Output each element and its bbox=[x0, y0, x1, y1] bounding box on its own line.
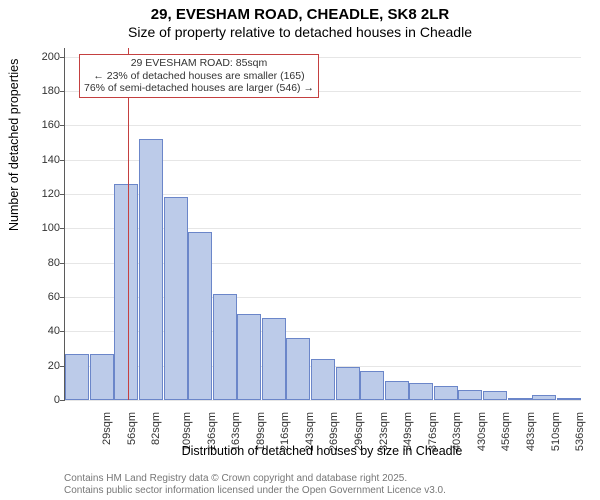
histogram-bar bbox=[188, 232, 212, 400]
y-tick-mark bbox=[60, 160, 65, 161]
y-tick-mark bbox=[60, 297, 65, 298]
y-tick-label: 80 bbox=[20, 257, 60, 269]
histogram-bar bbox=[286, 338, 310, 400]
plot-area: 29 EVESHAM ROAD: 85sqm ← 23% of detached… bbox=[64, 48, 581, 401]
histogram-bar bbox=[458, 390, 482, 400]
chart-subtitle: Size of property relative to detached ho… bbox=[0, 24, 600, 40]
histogram-bar bbox=[409, 383, 433, 400]
annotation-line-1: 29 EVESHAM ROAD: 85sqm bbox=[84, 57, 314, 70]
annotation-line-2: ← 23% of detached houses are smaller (16… bbox=[84, 70, 314, 83]
y-tick-mark bbox=[60, 57, 65, 58]
histogram-bar bbox=[557, 398, 581, 400]
y-tick-label: 20 bbox=[20, 360, 60, 372]
y-tick-label: 60 bbox=[20, 291, 60, 303]
histogram-bar bbox=[360, 371, 384, 400]
y-tick-label: 160 bbox=[20, 119, 60, 131]
y-tick-label: 200 bbox=[20, 51, 60, 63]
footer-attribution: Contains HM Land Registry data © Crown c… bbox=[64, 473, 446, 496]
annotation-line-3: 76% of semi-detached houses are larger (… bbox=[84, 82, 314, 95]
y-tick-label: 40 bbox=[20, 325, 60, 337]
y-axis-title: Number of detached properties bbox=[7, 59, 21, 231]
x-tick-label: 82sqm bbox=[150, 412, 162, 445]
reference-line bbox=[128, 48, 129, 400]
chart-title: 29, EVESHAM ROAD, CHEADLE, SK8 2LR bbox=[0, 6, 600, 23]
x-tick-label: 56sqm bbox=[126, 412, 138, 445]
y-tick-label: 180 bbox=[20, 85, 60, 97]
y-tick-mark bbox=[60, 400, 65, 401]
histogram-bar bbox=[164, 197, 188, 400]
y-tick-label: 120 bbox=[20, 188, 60, 200]
grid-line bbox=[65, 125, 581, 126]
y-tick-label: 100 bbox=[20, 222, 60, 234]
histogram-bar bbox=[90, 354, 114, 400]
histogram-bar bbox=[483, 391, 507, 400]
y-tick-mark bbox=[60, 228, 65, 229]
y-tick-label: 140 bbox=[20, 154, 60, 166]
y-tick-mark bbox=[60, 125, 65, 126]
footer-line-2: Contains public sector information licen… bbox=[64, 485, 446, 497]
histogram-bar bbox=[262, 318, 286, 400]
histogram-bar bbox=[311, 359, 335, 400]
footer-line-1: Contains HM Land Registry data © Crown c… bbox=[64, 473, 446, 485]
histogram-bar bbox=[65, 354, 89, 400]
histogram-bar bbox=[532, 395, 556, 400]
chart-container: 29, EVESHAM ROAD, CHEADLE, SK8 2LR Size … bbox=[0, 0, 600, 500]
histogram-bar bbox=[237, 314, 261, 400]
grid-line bbox=[65, 400, 581, 401]
y-tick-mark bbox=[60, 331, 65, 332]
histogram-bar bbox=[385, 381, 409, 400]
histogram-bar bbox=[213, 294, 237, 400]
y-tick-mark bbox=[60, 263, 65, 264]
x-axis-title: Distribution of detached houses by size … bbox=[64, 444, 580, 458]
histogram-bar bbox=[139, 139, 163, 400]
annotation-box: 29 EVESHAM ROAD: 85sqm ← 23% of detached… bbox=[79, 54, 319, 98]
histogram-bar bbox=[434, 386, 458, 400]
histogram-bar bbox=[336, 367, 360, 400]
y-tick-mark bbox=[60, 91, 65, 92]
histogram-bar bbox=[114, 184, 138, 400]
histogram-bar bbox=[508, 398, 532, 400]
x-tick-label: 29sqm bbox=[101, 412, 113, 445]
y-tick-label: 0 bbox=[20, 394, 60, 406]
y-tick-mark bbox=[60, 194, 65, 195]
